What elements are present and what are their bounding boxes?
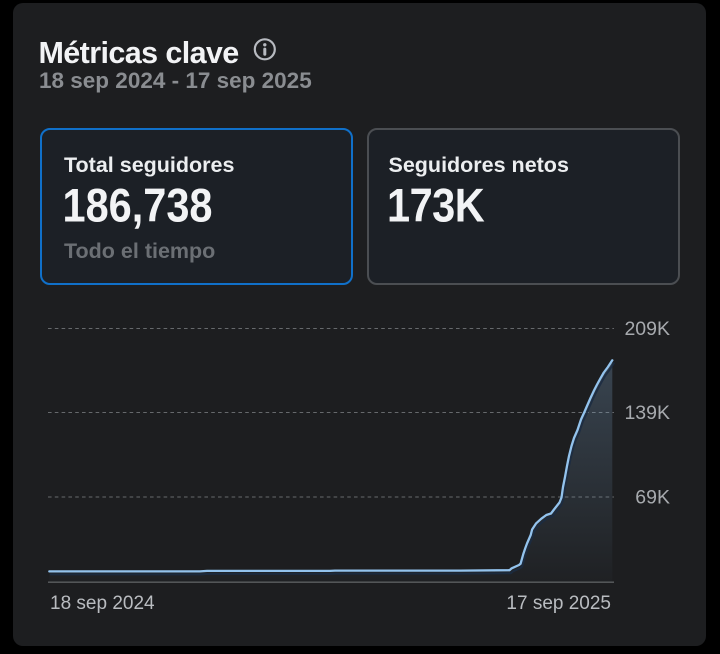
svg-text:139K: 139K (624, 402, 670, 424)
svg-text:17 sep 2025: 17 sep 2025 (506, 593, 611, 614)
svg-text:209K: 209K (624, 318, 670, 340)
svg-text:18 sep 2024: 18 sep 2024 (50, 593, 155, 614)
svg-text:69K: 69K (635, 486, 670, 508)
